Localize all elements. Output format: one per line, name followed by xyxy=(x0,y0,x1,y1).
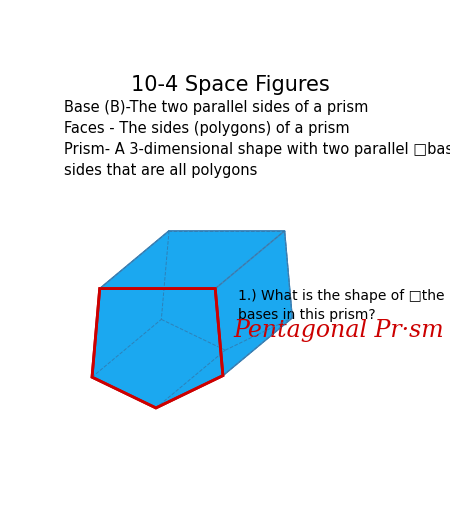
Polygon shape xyxy=(156,318,292,408)
Polygon shape xyxy=(215,231,292,376)
Text: Base (B)-The two parallel sides of a prism: Base (B)-The two parallel sides of a pri… xyxy=(63,100,368,115)
Polygon shape xyxy=(92,319,225,408)
Text: Prism- A 3-dimensional shape with two parallel □bases and
sides that are all pol: Prism- A 3-dimensional shape with two pa… xyxy=(63,142,450,178)
Polygon shape xyxy=(161,231,292,350)
Text: 1.) What is the shape of □the
bases in this prism?: 1.) What is the shape of □the bases in t… xyxy=(238,289,445,322)
Polygon shape xyxy=(92,289,223,408)
Text: 10-4 Space Figures: 10-4 Space Figures xyxy=(131,75,330,95)
Text: Faces - The sides (polygons) of a prism: Faces - The sides (polygons) of a prism xyxy=(63,121,349,137)
Polygon shape xyxy=(92,231,169,377)
Text: Pentagonal Pr·sm: Pentagonal Pr·sm xyxy=(233,319,444,343)
Polygon shape xyxy=(100,231,284,289)
